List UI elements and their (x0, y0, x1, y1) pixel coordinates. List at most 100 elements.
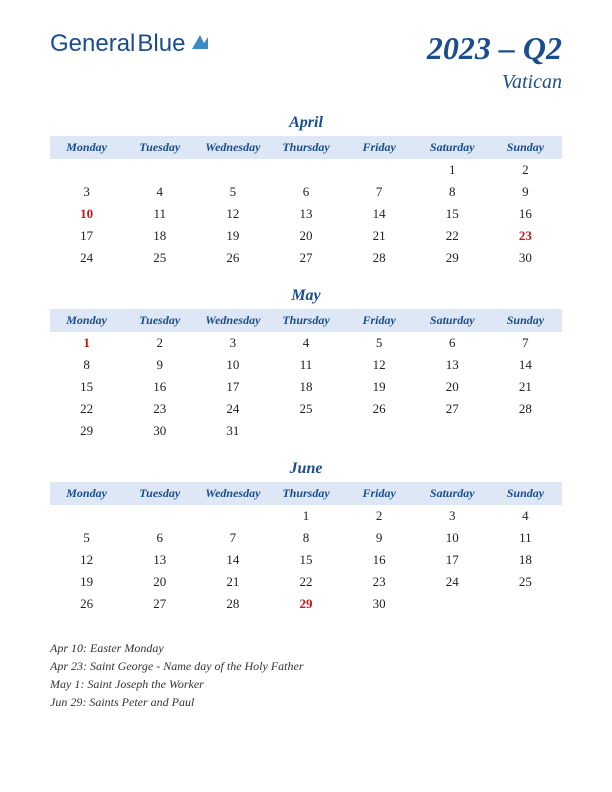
weekday-header: Wednesday (196, 136, 269, 159)
calendar-cell (50, 505, 123, 527)
calendar-cell: 4 (269, 332, 342, 354)
calendar-cell: 23 (343, 571, 416, 593)
logo-text-1: General (50, 30, 135, 58)
calendar-row: 19202122232425 (50, 571, 562, 593)
calendar-row: 15161718192021 (50, 376, 562, 398)
calendar-row: 17181920212223 (50, 225, 562, 247)
calendar-cell: 7 (489, 332, 562, 354)
calendar-cell: 28 (489, 398, 562, 420)
calendar-cell (196, 159, 269, 181)
calendar-cell: 25 (123, 247, 196, 269)
header: GeneralBlue 2023 – Q2 Vatican (50, 30, 562, 94)
calendar-cell: 3 (196, 332, 269, 354)
calendar-cell: 9 (489, 181, 562, 203)
calendar-cell: 1 (416, 159, 489, 181)
calendar-cell: 1 (50, 332, 123, 354)
calendar-cell: 9 (343, 527, 416, 549)
weekday-header: Tuesday (123, 136, 196, 159)
calendar-cell (123, 159, 196, 181)
calendar-cell: 8 (50, 354, 123, 376)
calendar-cell: 13 (269, 203, 342, 225)
calendar-cell: 30 (343, 593, 416, 615)
weekday-header: Monday (50, 482, 123, 505)
calendar-cell: 8 (416, 181, 489, 203)
calendar-row: 2627282930 (50, 593, 562, 615)
calendar-cell (416, 420, 489, 442)
calendar-row: 12 (50, 159, 562, 181)
logo-icon (190, 30, 210, 58)
calendar-cell (343, 159, 416, 181)
calendar-cell: 10 (196, 354, 269, 376)
month-name: April (50, 114, 562, 132)
calendar-cell: 22 (269, 571, 342, 593)
calendar-cell: 7 (196, 527, 269, 549)
calendar-cell: 16 (489, 203, 562, 225)
calendar-row: 891011121314 (50, 354, 562, 376)
holiday-entry: May 1: Saint Joseph the Worker (50, 675, 562, 693)
calendar-table: MondayTuesdayWednesdayThursdayFridaySatu… (50, 136, 562, 269)
calendar-cell: 24 (196, 398, 269, 420)
calendar-cell: 19 (196, 225, 269, 247)
weekday-header: Wednesday (196, 309, 269, 332)
calendar-cell: 13 (123, 549, 196, 571)
calendar-cell: 16 (343, 549, 416, 571)
calendar-cell: 20 (123, 571, 196, 593)
weekday-header: Thursday (269, 136, 342, 159)
calendar-cell: 23 (489, 225, 562, 247)
weekday-header: Wednesday (196, 482, 269, 505)
calendar-cell: 7 (343, 181, 416, 203)
weekday-header: Monday (50, 136, 123, 159)
logo: GeneralBlue (50, 30, 210, 58)
quarter-title: 2023 – Q2 (427, 30, 562, 67)
calendar-cell: 27 (123, 593, 196, 615)
calendar-cell: 5 (343, 332, 416, 354)
calendar-table: MondayTuesdayWednesdayThursdayFridaySatu… (50, 482, 562, 615)
calendar-cell: 26 (50, 593, 123, 615)
holiday-list: Apr 10: Easter MondayApr 23: Saint Georg… (50, 639, 562, 711)
calendar-row: 1234 (50, 505, 562, 527)
calendar-cell: 15 (50, 376, 123, 398)
country-title: Vatican (427, 71, 562, 94)
month-block: JuneMondayTuesdayWednesdayThursdayFriday… (50, 460, 562, 615)
calendar-cell: 24 (416, 571, 489, 593)
weekday-header: Friday (343, 482, 416, 505)
calendar-cell (343, 420, 416, 442)
calendar-cell: 20 (269, 225, 342, 247)
calendar-cell: 19 (343, 376, 416, 398)
calendar-cell: 2 (343, 505, 416, 527)
calendar-cell: 14 (489, 354, 562, 376)
calendar-cell (50, 159, 123, 181)
calendar-cell: 12 (50, 549, 123, 571)
holiday-entry: Apr 10: Easter Monday (50, 639, 562, 657)
calendar-cell: 25 (269, 398, 342, 420)
calendar-cell: 17 (50, 225, 123, 247)
calendar-cell: 23 (123, 398, 196, 420)
weekday-header: Sunday (489, 309, 562, 332)
calendar-cell (196, 505, 269, 527)
calendar-cell: 13 (416, 354, 489, 376)
calendar-row: 567891011 (50, 527, 562, 549)
calendar-cell: 17 (416, 549, 489, 571)
calendar-cell (416, 593, 489, 615)
calendar-cell: 2 (123, 332, 196, 354)
calendar-row: 3456789 (50, 181, 562, 203)
calendar-cell (269, 420, 342, 442)
calendar-row: 293031 (50, 420, 562, 442)
calendar-cell: 28 (343, 247, 416, 269)
calendar-cell: 29 (269, 593, 342, 615)
month-block: April MondayTuesdayWednesdayThursdayFrida… (50, 114, 562, 269)
calendar-cell: 12 (196, 203, 269, 225)
holiday-entry: Jun 29: Saints Peter and Paul (50, 693, 562, 711)
calendar-cell: 9 (123, 354, 196, 376)
calendar-cell: 1 (269, 505, 342, 527)
month-name: May (50, 287, 562, 305)
calendar-row: 12131415161718 (50, 549, 562, 571)
weekday-header: Sunday (489, 136, 562, 159)
calendar-cell: 11 (123, 203, 196, 225)
calendar-cell (123, 505, 196, 527)
calendar-table: MondayTuesdayWednesdayThursdayFridaySatu… (50, 309, 562, 442)
calendar-cell: 10 (50, 203, 123, 225)
calendar-cell: 3 (416, 505, 489, 527)
weekday-header: Saturday (416, 136, 489, 159)
calendar-cell: 26 (196, 247, 269, 269)
